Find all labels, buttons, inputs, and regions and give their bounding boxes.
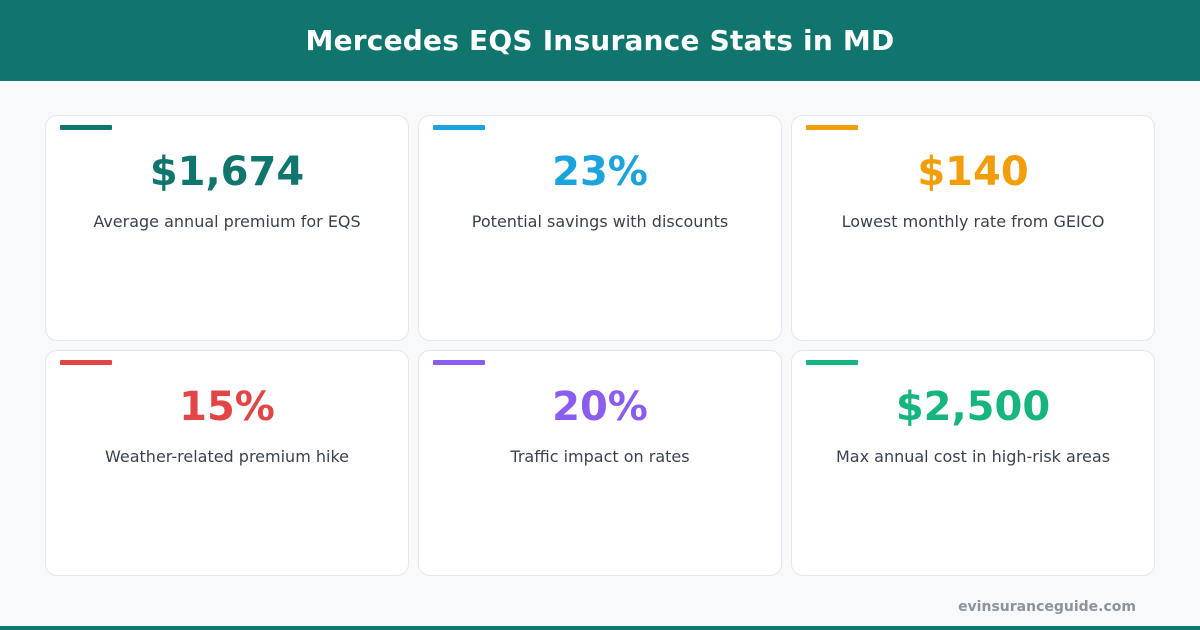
stat-card-max-annual-cost: $2,500 Max annual cost in high-risk area… (791, 350, 1155, 576)
stat-label: Weather-related premium hike (105, 447, 349, 466)
card-accent-bar (806, 360, 858, 365)
stat-value: 20% (552, 384, 648, 430)
card-accent-bar (60, 125, 112, 130)
stats-grid: $1,674 Average annual premium for EQS 23… (45, 115, 1155, 576)
stat-value: $1,674 (149, 149, 305, 195)
footer-site-name: evinsuranceguide.com (958, 599, 1136, 615)
stat-label: Max annual cost in high-risk areas (835, 447, 1111, 466)
footer-bar (0, 626, 1200, 630)
header-banner: Mercedes EQS Insurance Stats in MD (0, 0, 1200, 81)
stat-card-lowest-monthly-rate: $140 Lowest monthly rate from GEICO (791, 115, 1155, 341)
stat-label: Traffic impact on rates (510, 447, 690, 466)
stat-label: Potential savings with discounts (471, 212, 729, 231)
stat-value: 23% (552, 149, 648, 195)
stat-label: Lowest monthly rate from GEICO (841, 212, 1105, 231)
stat-card-traffic-impact: 20% Traffic impact on rates (418, 350, 782, 576)
card-accent-bar (806, 125, 858, 130)
stat-value: $2,500 (895, 384, 1051, 430)
card-accent-bar (60, 360, 112, 365)
stat-label: Average annual premium for EQS (93, 212, 361, 231)
stat-value: $140 (917, 149, 1029, 195)
stat-card-discount-savings: 23% Potential savings with discounts (418, 115, 782, 341)
stat-card-average-premium: $1,674 Average annual premium for EQS (45, 115, 409, 341)
stat-card-weather-hike: 15% Weather-related premium hike (45, 350, 409, 576)
card-accent-bar (433, 125, 485, 130)
stat-value: 15% (179, 384, 275, 430)
card-accent-bar (433, 360, 485, 365)
page-title: Mercedes EQS Insurance Stats in MD (305, 24, 895, 57)
